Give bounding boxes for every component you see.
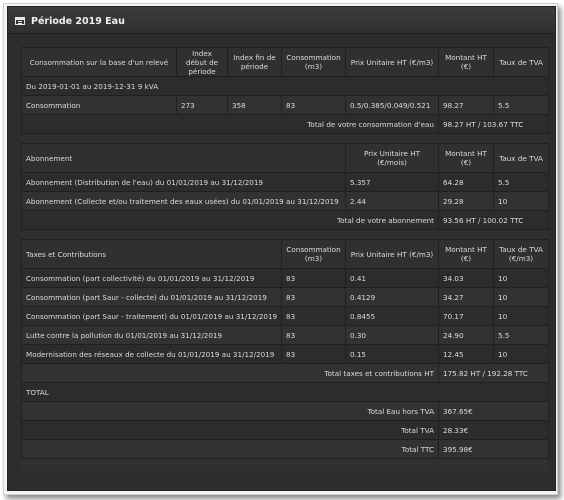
taxes-price: 0.41 [345, 268, 439, 288]
conso-row: Consommation 273 358 83 0.5/0.385/0.049/… [21, 95, 549, 115]
taxes-amount: 12.45 [438, 344, 494, 364]
abo-amount: 29.28 [438, 191, 494, 211]
taxes-amount: 24.90 [438, 325, 494, 345]
conso-price: 0.5/0.385/0.049/0.521 [345, 95, 439, 115]
taxes-row: Lutte contre la pollution du 01/01/2019 … [21, 325, 549, 345]
abo-header-amount: Montant HT (€) [438, 143, 494, 173]
abo-price: 2.44 [345, 191, 439, 211]
taxes-total-label: Total taxes et contributions HT [21, 363, 439, 383]
taxes-price: 0.15 [345, 344, 439, 364]
taxes-header-vat: Taux de TVA (€/m3) [493, 239, 549, 269]
abo-vat: 5.5 [493, 172, 549, 192]
conso-label: Consommation [21, 95, 177, 115]
invoice-table: Consommation sur la base d'un relevé Ind… [21, 47, 549, 459]
summary-row: Total TTC 395.98€ [21, 439, 549, 459]
conso-header-start: Index début de période [176, 47, 228, 77]
summary-label: Total Eau hors TVA [21, 401, 439, 421]
conso-period-row: Du 2019-01-01 au 2019-12-31 9 kVA [21, 76, 549, 96]
taxes-vat: 10 [493, 306, 549, 326]
panel-title: Période 2019 Eau [31, 16, 125, 27]
taxes-header-row: Taxes et Contributions Consommation (m3)… [21, 239, 549, 269]
conso-header-qty: Consommation (m3) [281, 47, 346, 77]
summary-heading-row: TOTAL [21, 382, 549, 402]
taxes-label: Consommation (part Saur - collecte) du 0… [21, 287, 282, 307]
conso-header-vat: Taux de TVA [493, 47, 549, 77]
conso-qty: 83 [281, 95, 346, 115]
conso-header-end: Index fin de période [227, 47, 282, 77]
taxes-qty: 83 [281, 306, 346, 326]
taxes-price: 0.8455 [345, 306, 439, 326]
abo-price: 5.357 [345, 172, 439, 192]
conso-end: 358 [227, 95, 282, 115]
taxes-amount: 34.03 [438, 268, 494, 288]
summary-label: Total TTC [21, 439, 439, 459]
summary-value: 367.65€ [438, 401, 549, 421]
taxes-vat: 10 [493, 287, 549, 307]
taxes-qty: 83 [281, 344, 346, 364]
taxes-qty: 83 [281, 268, 346, 288]
taxes-qty: 83 [281, 325, 346, 345]
conso-amount: 98.27 [438, 95, 494, 115]
taxes-label: Modernisation des réseaux de collecte du… [21, 344, 282, 364]
conso-total-label: Total de votre consommation d'eau [21, 114, 439, 134]
taxes-total-value: 175.82 HT / 192.28 TTC [438, 363, 549, 383]
abo-row: Abonnement (Collecte et/ou traitement de… [21, 191, 549, 211]
abo-header-vat: Taux de TVA [493, 143, 549, 173]
conso-period: Du 2019-01-01 au 2019-12-31 9 kVA [21, 76, 549, 96]
summary-heading: TOTAL [21, 382, 549, 402]
taxes-label: Consommation (part Saur - traitement) du… [21, 306, 282, 326]
taxes-vat: 10 [493, 344, 549, 364]
conso-header-price: Prix Unitaire HT (€/m3) [345, 47, 439, 77]
abo-total-label: Total de votre abonnement [21, 210, 439, 230]
conso-start: 273 [176, 95, 228, 115]
taxes-row: Consommation (part Saur - traitement) du… [21, 306, 549, 326]
conso-header-label: Consommation sur la base d'un relevé [21, 47, 177, 77]
abo-header-price: Prix Unitaire HT (€/mois) [345, 143, 439, 173]
taxes-amount: 34.27 [438, 287, 494, 307]
abo-vat: 10 [493, 191, 549, 211]
abo-total-value: 93.56 HT / 100.02 TTC [438, 210, 549, 230]
taxes-row: Modernisation des réseaux de collecte du… [21, 344, 549, 364]
taxes-header-label: Taxes et Contributions [21, 239, 282, 269]
invoice-content: Consommation sur la base d'un relevé Ind… [21, 47, 549, 471]
taxes-label: Consommation (part collectivité) du 01/0… [21, 268, 282, 288]
summary-row: Total TVA 28.33€ [21, 420, 549, 440]
abo-label: Abonnement (Collecte et/ou traitement de… [21, 191, 346, 211]
taxes-label: Lutte contre la pollution du 01/01/2019 … [21, 325, 282, 345]
taxes-row: Consommation (part Saur - collecte) du 0… [21, 287, 549, 307]
abo-label: Abonnement (Distribution de l'eau) du 01… [21, 172, 346, 192]
taxes-row: Consommation (part collectivité) du 01/0… [21, 268, 549, 288]
taxes-header-amount: Montant HT (€) [438, 239, 494, 269]
abo-total-row: Total de votre abonnement 93.56 HT / 100… [21, 210, 549, 230]
invoice-panel: Période 2019 Eau Consommation sur la bas… [7, 6, 556, 491]
summary-value: 395.98€ [438, 439, 549, 459]
window-icon [15, 17, 25, 25]
conso-vat: 5.5 [493, 95, 549, 115]
taxes-vat: 10 [493, 268, 549, 288]
taxes-qty: 83 [281, 287, 346, 307]
screenshot-frame: Période 2019 Eau Consommation sur la bas… [3, 3, 558, 495]
taxes-price: 0.4129 [345, 287, 439, 307]
summary-value: 28.33€ [438, 420, 549, 440]
taxes-header-price: Prix Unitaire HT (€/m3) [345, 239, 439, 269]
summary-label: Total TVA [21, 420, 439, 440]
taxes-amount: 70.17 [438, 306, 494, 326]
abo-row: Abonnement (Distribution de l'eau) du 01… [21, 172, 549, 192]
taxes-vat: 5.5 [493, 325, 549, 345]
taxes-price: 0.30 [345, 325, 439, 345]
conso-header-row: Consommation sur la base d'un relevé Ind… [21, 47, 549, 77]
conso-total-value: 98.27 HT / 103.67 TTC [438, 114, 549, 134]
conso-total-row: Total de votre consommation d'eau 98.27 … [21, 114, 549, 134]
abo-header-label: Abonnement [21, 143, 346, 173]
summary-row: Total Eau hors TVA 367.65€ [21, 401, 549, 421]
panel-header: Période 2019 Eau [8, 7, 555, 34]
taxes-header-qty: Consommation (m3) [281, 239, 346, 269]
abo-amount: 64.28 [438, 172, 494, 192]
abo-header-row: Abonnement Prix Unitaire HT (€/mois) Mon… [21, 143, 549, 173]
taxes-total-row: Total taxes et contributions HT 175.82 H… [21, 363, 549, 383]
conso-header-amount: Montant HT (€) [438, 47, 494, 77]
